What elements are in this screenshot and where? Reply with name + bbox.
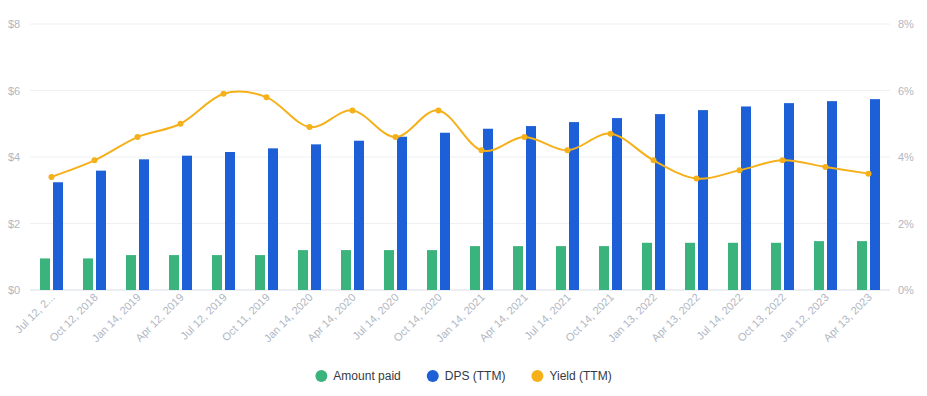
bar <box>526 126 536 290</box>
bar <box>83 258 93 290</box>
legend-swatch <box>427 370 439 382</box>
bar <box>40 258 50 290</box>
marker <box>608 131 614 137</box>
bar <box>857 241 867 290</box>
y-tick-label: $4 <box>8 151 20 163</box>
grid-line <box>30 24 890 25</box>
bar <box>655 114 665 290</box>
x-tick-label: Apr 12, 2019 <box>133 291 186 344</box>
bar <box>212 255 222 290</box>
y-tick-label: $6 <box>8 85 20 97</box>
y2-tick <box>890 223 893 224</box>
legend: Amount paid DPS (TTM) Yield (TTM) <box>315 369 611 383</box>
grid-line <box>30 157 890 158</box>
bar <box>268 148 278 290</box>
line <box>52 91 869 178</box>
bar <box>771 243 781 290</box>
bar <box>870 99 880 290</box>
marker <box>92 157 98 163</box>
bar <box>255 255 265 290</box>
marker <box>565 147 571 153</box>
bar <box>599 246 609 290</box>
y2-tick-label: 0% <box>898 284 914 296</box>
marker <box>350 107 356 113</box>
marker <box>694 176 700 182</box>
bar <box>53 182 63 290</box>
bar <box>341 250 351 290</box>
chart: $0$2$4$6$80%2%4%6%8%Jul 12, 2...Oct 12, … <box>0 0 927 396</box>
bar <box>298 250 308 290</box>
y2-tick-label: 6% <box>898 85 914 97</box>
grid-line <box>30 290 890 291</box>
bar <box>814 241 824 290</box>
bar <box>139 159 149 290</box>
marker <box>393 134 399 140</box>
y-tick-label: $0 <box>8 284 20 296</box>
bar <box>96 171 106 290</box>
bar <box>384 250 394 290</box>
legend-label: Yield (TTM) <box>549 369 611 383</box>
bar <box>427 250 437 290</box>
y2-tick <box>890 24 893 25</box>
y2-tick-label: 2% <box>898 218 914 230</box>
y2-tick <box>890 90 893 91</box>
legend-label: Amount paid <box>333 369 400 383</box>
marker <box>49 174 55 180</box>
legend-label: DPS (TTM) <box>445 369 506 383</box>
bar <box>225 152 235 290</box>
bar <box>513 246 523 290</box>
legend-swatch <box>315 370 327 382</box>
bar <box>182 156 192 290</box>
bar <box>827 101 837 290</box>
x-tick-label: Apr 13, 2023 <box>821 291 874 344</box>
grid-line <box>30 223 890 224</box>
y2-tick <box>890 157 893 158</box>
bar <box>483 129 493 290</box>
marker <box>823 164 829 170</box>
marker <box>436 107 442 113</box>
marker <box>264 94 270 100</box>
y-tick-label: $2 <box>8 218 20 230</box>
bar <box>440 133 450 290</box>
bar <box>169 255 179 290</box>
legend-item: DPS (TTM) <box>427 369 506 383</box>
marker <box>651 157 657 163</box>
legend-item: Yield (TTM) <box>531 369 611 383</box>
x-tick-label: Apr 14, 2020 <box>305 291 358 344</box>
bar <box>470 246 480 290</box>
x-tick-label: Jul 12, 2... <box>13 291 57 335</box>
marker <box>221 91 227 97</box>
marker <box>307 124 313 130</box>
bar <box>612 118 622 290</box>
bar <box>354 141 364 290</box>
bar <box>698 110 708 290</box>
y-tick-label: $8 <box>8 18 20 30</box>
bar <box>741 106 751 290</box>
x-tick-label: Apr 14, 2021 <box>477 291 530 344</box>
bar <box>126 255 136 290</box>
bar <box>556 246 566 290</box>
bar <box>685 243 695 290</box>
marker <box>780 157 786 163</box>
y2-tick-label: 8% <box>898 18 914 30</box>
grid-line <box>30 90 890 91</box>
marker <box>135 134 141 140</box>
plot-area <box>40 91 880 290</box>
bar <box>642 243 652 290</box>
bar <box>728 243 738 290</box>
y2-tick-label: 4% <box>898 151 914 163</box>
marker <box>737 167 743 173</box>
legend-item: Amount paid <box>315 369 400 383</box>
legend-swatch <box>531 370 543 382</box>
marker <box>866 171 872 177</box>
bar <box>311 144 321 290</box>
x-tick-label: Apr 13, 2022 <box>649 291 702 344</box>
marker <box>479 147 485 153</box>
marker <box>178 121 184 127</box>
bar <box>784 103 794 290</box>
bar <box>397 137 407 290</box>
marker <box>522 134 528 140</box>
y2-tick <box>890 290 893 291</box>
